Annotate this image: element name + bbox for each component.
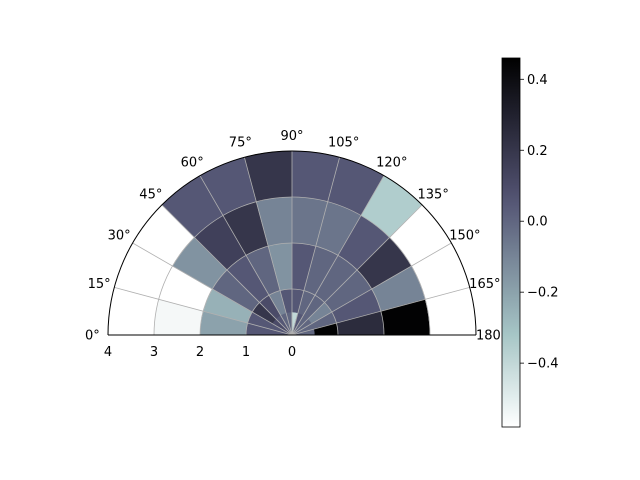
theta-tick-label-5: 75° [229, 136, 252, 151]
theta-tick-label-9: 135° [418, 187, 449, 202]
r-tick-label-4: 0 [288, 345, 296, 360]
colorbar-tick-label-2: 0.0 [527, 215, 548, 230]
colorbar-gradient [501, 57, 521, 428]
r-tick-label-3: 1 [242, 345, 250, 360]
theta-tick-label-3: 45° [139, 187, 162, 202]
theta-tick-label-4: 60° [181, 156, 204, 171]
theta-tick-label-11: 165° [469, 277, 500, 292]
r-tick-label-1: 3 [150, 345, 158, 360]
theta-tick-label-12: 180° [476, 329, 507, 344]
colorbar-tick-label-3: −0.2 [527, 286, 559, 301]
colorbar: 0.4 0.2 0.0 −0.2 −0.4 [501, 57, 559, 428]
theta-tick-labels: 0° 15° 30° 45° 60° 75° 90° 105° 120° 135° 150° 165°… [85, 129, 507, 344]
theta-tick-label-6: 90° [280, 129, 303, 144]
theta-tick-label-0: 0° [85, 329, 100, 344]
cells-layer [107, 150, 477, 336]
r-gridline-1 [153, 196, 431, 336]
theta-tick-label-1: 15° [88, 277, 111, 292]
r-tick-labels: 4 3 2 1 0 [104, 345, 296, 360]
r-tick-label-0: 4 [104, 345, 112, 360]
spine-layer [107, 150, 477, 336]
colorbar-tick-label-1: 0.2 [527, 144, 548, 159]
r-gridline-3 [245, 288, 339, 336]
outer-spine [107, 150, 477, 336]
r-tick-label-2: 2 [196, 345, 204, 360]
theta-tick-label-8: 120° [376, 156, 407, 171]
theta-tick-label-2: 30° [108, 229, 131, 244]
colorbar-tick-label-0: 0.4 [527, 73, 548, 88]
theta-tick-label-10: 150° [449, 229, 480, 244]
colorbar-tick-label-4: −0.4 [527, 357, 559, 372]
theta-tick-label-7: 105° [328, 136, 359, 151]
r-gridline-2 [199, 242, 385, 336]
